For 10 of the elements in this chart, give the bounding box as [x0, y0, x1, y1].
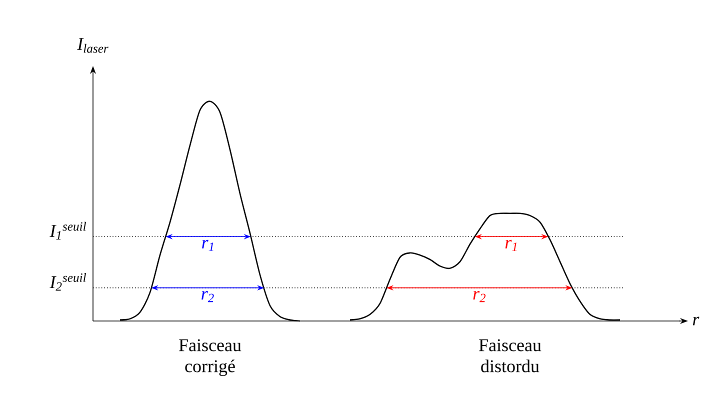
- ref-line-label: I$_{1}$seuil: [50, 222, 86, 240]
- annotation: r$_{2}$: [473, 291, 486, 302]
- x-axis-title: r: [692, 316, 700, 326]
- x-tick-label: Faisceau corrigé: [179, 339, 242, 376]
- annotation: r$_{2}$: [202, 291, 214, 302]
- x-tick-label: Faisceau distordu: [479, 339, 542, 372]
- ref-line-label: I$_{2}$seuil: [50, 273, 86, 291]
- annotation: r$_{1}$: [202, 240, 214, 251]
- annotation: r$_{1}$: [505, 240, 517, 251]
- y-axis-title: I$_{laser}$: [77, 38, 108, 53]
